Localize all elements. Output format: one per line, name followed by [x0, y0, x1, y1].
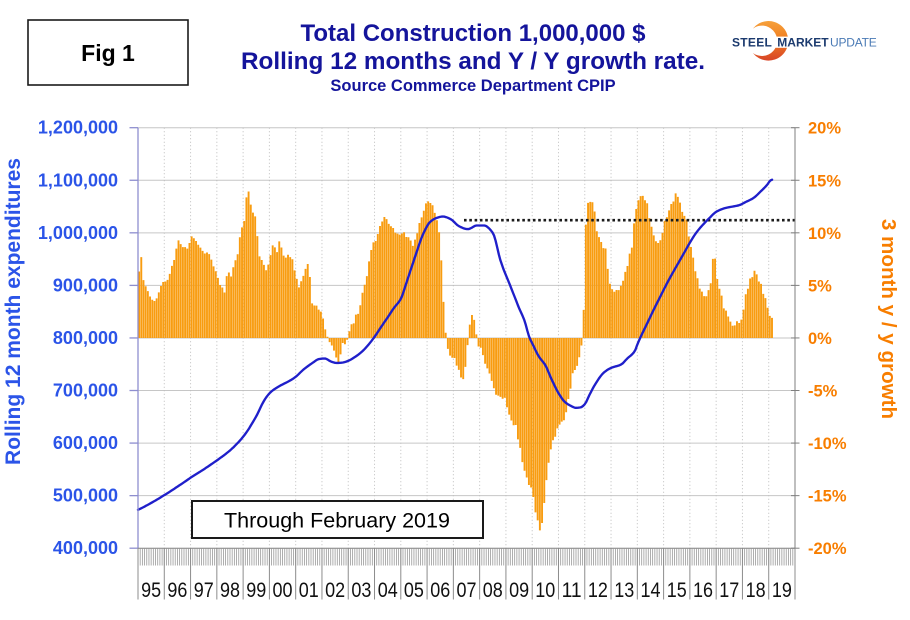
svg-text:1,200,000: 1,200,000 [38, 118, 118, 138]
svg-text:14: 14 [641, 579, 661, 602]
svg-text:12: 12 [588, 579, 608, 602]
svg-text:13: 13 [614, 579, 634, 602]
svg-text:-5%: -5% [808, 383, 838, 401]
svg-text:06: 06 [430, 579, 450, 602]
svg-text:700,000: 700,000 [53, 381, 118, 401]
svg-text:02: 02 [325, 579, 345, 602]
svg-text:11: 11 [562, 579, 582, 602]
svg-text:5%: 5% [808, 277, 832, 295]
svg-text:19: 19 [772, 579, 792, 602]
svg-text:20%: 20% [808, 120, 841, 138]
svg-text:10: 10 [535, 579, 555, 602]
svg-text:10%: 10% [808, 225, 841, 243]
svg-text:18: 18 [746, 579, 766, 602]
svg-text:16: 16 [693, 579, 713, 602]
svg-text:1,000,000: 1,000,000 [38, 223, 118, 243]
svg-text:Fig 1: Fig 1 [81, 40, 135, 66]
svg-text:600,000: 600,000 [53, 433, 118, 453]
svg-text:Rolling 12 months and Y / Y gr: Rolling 12 months and Y / Y growth rate. [241, 48, 705, 75]
svg-text:95: 95 [141, 579, 161, 602]
svg-text:96: 96 [167, 579, 187, 602]
svg-text:98: 98 [220, 579, 240, 602]
svg-text:500,000: 500,000 [53, 486, 118, 506]
svg-text:1,100,000: 1,100,000 [38, 170, 118, 190]
svg-text:15: 15 [667, 579, 687, 602]
svg-text:-20%: -20% [808, 540, 847, 558]
svg-text:Rolling 12 month expenditures: Rolling 12 month expenditures [2, 158, 25, 465]
svg-text:04: 04 [378, 579, 398, 602]
svg-text:08: 08 [483, 579, 503, 602]
svg-text:15%: 15% [808, 172, 841, 190]
svg-text:UPDATE: UPDATE [830, 35, 877, 49]
svg-text:01: 01 [299, 579, 319, 602]
svg-text:00: 00 [273, 579, 293, 602]
svg-text:97: 97 [194, 579, 214, 602]
svg-text:900,000: 900,000 [53, 275, 118, 295]
svg-text:99: 99 [246, 579, 266, 602]
svg-text:05: 05 [404, 579, 424, 602]
svg-text:800,000: 800,000 [53, 328, 118, 348]
svg-text:Source Commerce Department CPI: Source Commerce Department CPIP [330, 77, 615, 95]
svg-text:03: 03 [351, 579, 371, 602]
svg-text:Total Construction 1,000,000 $: Total Construction 1,000,000 $ [301, 20, 647, 47]
svg-text:-15%: -15% [808, 488, 847, 506]
svg-text:09: 09 [509, 579, 529, 602]
svg-text:Through February 2019: Through February 2019 [224, 509, 450, 533]
svg-text:MARKET: MARKET [777, 35, 829, 49]
svg-text:0%: 0% [808, 330, 832, 348]
svg-text:17: 17 [719, 579, 739, 602]
svg-text:STEEL: STEEL [732, 35, 772, 49]
svg-text:400,000: 400,000 [53, 538, 118, 558]
svg-text:07: 07 [457, 579, 477, 602]
svg-text:3 month y / y growth: 3 month y / y growth [877, 219, 900, 419]
svg-text:-10%: -10% [808, 435, 847, 453]
